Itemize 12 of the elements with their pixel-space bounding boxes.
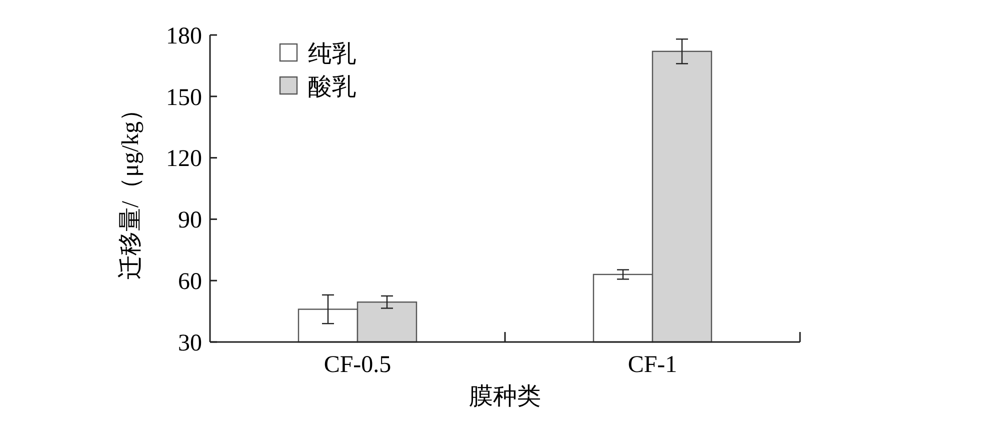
legend-label: 酸乳 xyxy=(308,74,356,100)
y-tick-label: 60 xyxy=(178,269,202,295)
legend-label: 纯乳 xyxy=(308,41,356,68)
y-tick-label: 120 xyxy=(166,146,202,172)
y-tick-label: 90 xyxy=(178,208,202,234)
x-tick-label: CF-1 xyxy=(628,352,678,378)
y-tick-label: 30 xyxy=(178,330,202,356)
y-tick-label: 150 xyxy=(166,84,202,111)
y-tick-label: 180 xyxy=(166,23,202,50)
x-tick-label: CF-0.5 xyxy=(324,352,392,378)
y-axis-title: 迁移量/（μg/kg） xyxy=(117,97,144,280)
x-axis-title: 膜种类 xyxy=(469,384,541,410)
